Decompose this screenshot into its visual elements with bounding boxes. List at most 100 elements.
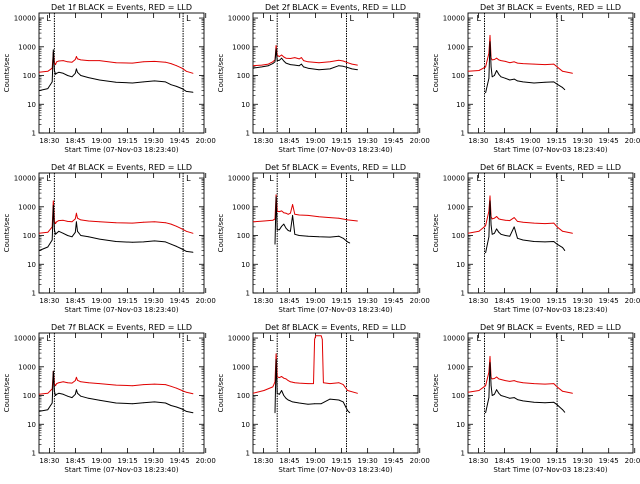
lld-data-point [77,217,78,219]
y-tick-label: 1000 [447,43,465,51]
events-data-point [279,229,280,231]
lld-data-point [468,232,469,234]
lld-data-point [338,217,340,219]
lld-data-point [281,376,282,377]
corner-marker: L [186,334,191,343]
y-tick-label: 100 [23,72,36,80]
events-data-point [58,392,60,394]
x-tick-label: 19:45 [170,457,190,465]
events-data-point [186,411,187,412]
lld-data-point [489,356,491,357]
series-group [485,362,566,414]
events-data-point [283,223,285,225]
events-data-point [283,60,285,62]
events-data-point [485,252,486,254]
lld-data-point [62,60,64,61]
x-tick-label: 19:45 [170,137,190,145]
events-data-point [562,87,563,88]
events-data-point [500,233,502,235]
events-data-point [47,246,49,248]
events-data-point [556,83,558,85]
x-tick-label: 19:30 [358,297,378,305]
y-tick-label: 100 [237,392,250,400]
series-group [39,51,194,74]
series-group [39,205,194,253]
lld-data-point [313,383,314,384]
detector-panel-5: Det 5f BLACK = Events, RED = LLD Counts/s… [217,163,430,314]
lld-data-point [80,219,82,221]
y-tick-label: 1 [32,130,36,138]
x-tick-label: 19:30 [358,457,378,465]
events-data-point [556,404,558,406]
lld-data-point [522,382,524,384]
x-tick-label: 18:30 [253,137,273,145]
events-data-point [76,221,77,223]
y-tick-label: 10000 [14,15,36,23]
events-data-point [347,67,348,68]
lld-rate-line [253,45,358,67]
lld-data-point [115,222,117,224]
events-data-point [490,385,492,387]
lld-data-point [494,378,495,379]
lld-data-point [88,220,89,222]
events-data-point [56,232,57,234]
events-data-point [489,41,491,43]
lld-data-point [572,72,573,74]
lld-data-point [485,66,486,68]
lld-data-point [513,217,515,219]
lld-data-point [47,231,49,233]
events-data-point [517,399,518,400]
events-data-point [564,411,566,413]
x-tick-label: 18:45 [279,137,299,145]
x-tick-label: 19:00 [520,137,540,145]
y-tick-label: 100 [237,72,250,80]
lld-data-point [338,382,340,384]
events-data-point [268,65,269,67]
lld-data-point [58,60,60,62]
series-group [253,45,358,67]
events-data-point [276,229,278,231]
lld-data-point [181,228,183,230]
events-data-point [54,229,55,231]
lld-data-point [307,215,309,216]
lld-data-point [99,221,100,223]
events-data-point [181,248,183,250]
lld-data-point [132,62,133,64]
events-data-point [489,362,491,363]
corner-marker: L [269,174,274,183]
events-data-point [553,81,555,83]
x-tick-label: 20:00 [410,137,430,145]
corner-marker: L [46,334,51,343]
detector-panel-1: Det 1f BLACK = Events, RED = LLD Counts/s… [3,3,216,154]
lld-data-point [263,220,265,222]
y-tick-label: 100 [23,232,36,240]
lld-data-point [294,213,296,215]
events-data-point [192,412,194,414]
series-group [485,200,566,254]
x-tick-label: 19:45 [384,137,404,145]
lld-data-point [39,232,40,234]
events-data-point [154,240,155,242]
lld-data-point [143,221,144,223]
events-data-point [489,200,491,202]
x-tick-label: 18:30 [39,137,59,145]
x-tick-label: 19:30 [573,137,593,145]
y-tick-label: 10000 [228,335,250,343]
events-rate-line [485,200,566,253]
events-data-point [498,392,500,394]
lld-data-point [279,377,280,378]
y-axis-label: Counts/sec [3,214,11,253]
events-data-point [170,243,172,245]
events-data-point [165,241,166,243]
series-group [39,370,194,395]
events-data-point [56,72,57,74]
events-data-point [186,251,187,252]
events-data-point [320,403,322,405]
lld-data-point [77,379,78,381]
x-tick-label: 19:15 [117,137,137,145]
lld-data-point [47,392,49,394]
plot-frame [467,12,634,134]
events-data-point [544,402,546,404]
x-tick-label: 20:00 [196,137,216,145]
